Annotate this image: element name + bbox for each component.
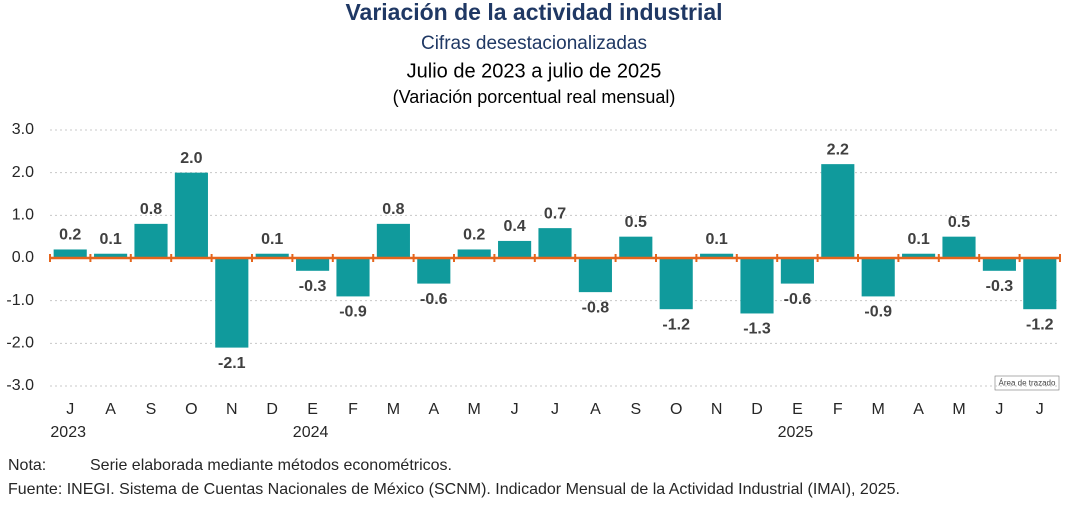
x-tick-label: N: [711, 401, 723, 418]
y-tick-label: -2.0: [6, 335, 34, 352]
x-tick-label: M: [872, 401, 885, 418]
x-tick-label: M: [387, 401, 400, 418]
year-label: 2024: [293, 424, 329, 441]
value-label: -1.2: [1026, 316, 1054, 333]
y-tick-label: 3.0: [12, 121, 34, 138]
bar: [457, 249, 491, 258]
bar: [296, 258, 330, 271]
value-label: -0.8: [582, 299, 610, 316]
x-tick-label: J: [1036, 401, 1044, 418]
x-tick-label: N: [226, 401, 238, 418]
bar: [255, 253, 289, 258]
value-label: -0.6: [420, 291, 448, 308]
value-label: -0.3: [299, 278, 327, 295]
bar: [1023, 258, 1057, 310]
x-tick-label: E: [307, 401, 318, 418]
x-tick-label: E: [792, 401, 803, 418]
chart-title: Variación de la actividad industrial: [345, 0, 722, 25]
x-tick-label: F: [833, 401, 843, 418]
value-label: 0.1: [907, 231, 929, 248]
value-label: 0.5: [948, 214, 970, 231]
value-label: 0.7: [544, 205, 566, 222]
value-label: -0.6: [784, 291, 812, 308]
bar: [417, 258, 451, 284]
value-label: 0.2: [463, 227, 485, 244]
bar: [821, 164, 855, 258]
bar: [619, 236, 653, 258]
bar: [861, 258, 895, 297]
x-tick-label: A: [428, 401, 439, 418]
value-label: 0.1: [705, 231, 727, 248]
x-tick-label: O: [185, 401, 197, 418]
value-label: 0.1: [99, 231, 121, 248]
value-label: -2.1: [218, 355, 246, 372]
tooltip: Área de trazado: [999, 379, 1056, 388]
x-tick-label: D: [751, 401, 763, 418]
note: Serie elaborada mediante métodos economé…: [90, 457, 452, 474]
value-label: -0.9: [864, 304, 892, 321]
bar: [740, 258, 774, 314]
bar: [134, 223, 168, 258]
value-label: 2.2: [827, 141, 849, 158]
x-tick-label: S: [630, 401, 641, 418]
value-label: -1.2: [662, 316, 690, 333]
x-tick-label: A: [590, 401, 601, 418]
x-tick-label: J: [995, 401, 1003, 418]
x-tick-label: M: [952, 401, 965, 418]
chart-unit: (Variación porcentual real mensual): [393, 87, 676, 107]
y-tick-label: -1.0: [6, 292, 34, 309]
value-label: 0.8: [140, 201, 162, 218]
bar: [215, 258, 249, 348]
bar: [902, 253, 936, 258]
x-tick-label: O: [670, 401, 682, 418]
bar: [498, 240, 532, 258]
bar: [780, 258, 814, 284]
value-label: 0.2: [59, 227, 81, 244]
note-label: Nota:: [8, 457, 46, 474]
chart-subtitle: Cifras desestacionalizadas: [421, 33, 647, 54]
bar: [982, 258, 1016, 271]
bar: [336, 258, 370, 297]
y-tick-label: 2.0: [12, 164, 34, 181]
x-tick-label: D: [266, 401, 278, 418]
y-tick-label: 0.0: [12, 249, 34, 266]
bar: [94, 253, 128, 258]
bar: [53, 249, 87, 258]
source: Fuente: INEGI. Sistema de Cuentas Nacion…: [8, 481, 900, 498]
value-label: 0.8: [382, 201, 404, 218]
x-tick-label: J: [551, 401, 559, 418]
x-tick-label: F: [348, 401, 358, 418]
y-tick-label: -3.0: [6, 377, 34, 394]
bar: [578, 258, 612, 293]
y-tick-label: 1.0: [12, 207, 34, 224]
bar: [174, 172, 208, 258]
x-tick-label: M: [468, 401, 481, 418]
value-label: 0.4: [503, 218, 525, 235]
value-label: -0.9: [339, 304, 367, 321]
x-tick-label: J: [511, 401, 519, 418]
year-label: 2025: [778, 424, 814, 441]
value-label: 2.0: [180, 150, 202, 167]
bar: [942, 236, 976, 258]
x-tick-label: S: [146, 401, 157, 418]
x-tick-label: A: [913, 401, 924, 418]
x-tick-label: A: [105, 401, 116, 418]
value-label: -1.3: [743, 321, 771, 338]
bar: [376, 223, 410, 258]
value-label: -0.3: [986, 278, 1014, 295]
chart-period: Julio de 2023 a julio de 2025: [407, 60, 662, 82]
bar: [700, 253, 734, 258]
x-tick-label: J: [66, 401, 74, 418]
value-label: 0.1: [261, 231, 283, 248]
bar: [538, 228, 572, 258]
value-label: 0.5: [625, 214, 647, 231]
bar: [659, 258, 693, 310]
year-label: 2023: [50, 424, 86, 441]
